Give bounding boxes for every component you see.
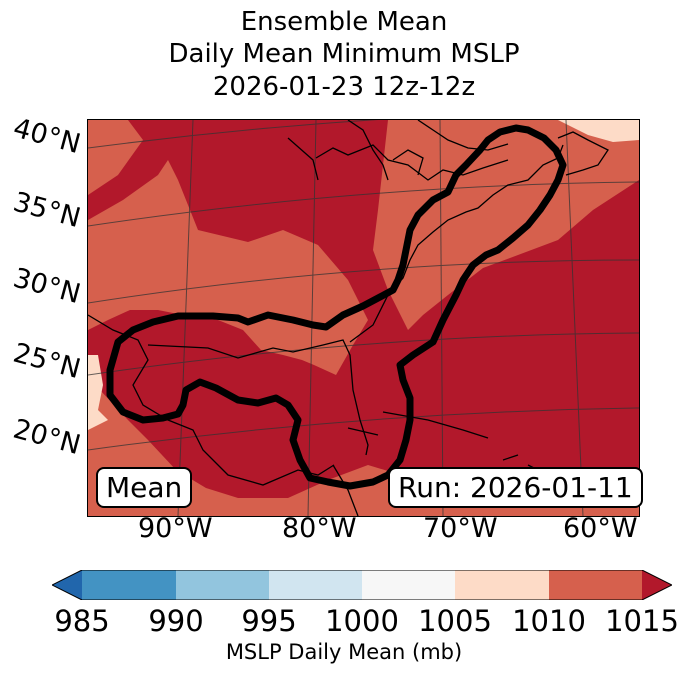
colorbar-bin-1010-1015 (549, 570, 642, 600)
colorbar-tick-1000: 1000 (325, 604, 399, 638)
lat-label-25: 25°N (9, 337, 84, 386)
colorbar (52, 570, 672, 600)
colorbar-bin-985-990 (82, 570, 176, 600)
lat-label-20: 20°N (9, 413, 84, 462)
run-date-box: Run: 2026-01-11 (388, 467, 643, 508)
lon-label-70w: 70°W (423, 513, 498, 544)
colorbar-bin-1005-1010 (455, 570, 549, 600)
lat-label-35: 35°N (9, 186, 84, 235)
mean-label-box: Mean (96, 467, 193, 508)
colorbar-tick-1005: 1005 (418, 604, 492, 638)
colorbar-label: MSLP Daily Mean (mb) (225, 640, 463, 664)
lat-label-30: 30°N (9, 262, 84, 311)
lon-label-60w: 60°W (563, 513, 638, 544)
pressure-field-low-west (88, 355, 108, 430)
lat-label-40: 40°N (9, 112, 84, 161)
chart-title-line-1: Ensemble Mean (240, 7, 448, 37)
colorbar-tick-1010: 1010 (512, 604, 586, 638)
lon-label-90w: 90°W (138, 513, 213, 544)
chart-title-line-2: Daily Mean Minimum MSLP (168, 39, 520, 69)
pressure-field-mid-southwest (88, 160, 639, 516)
contour-line-1010 (106, 124, 567, 490)
pressure-field-mid-topleft (88, 120, 143, 195)
colorbar-extend-low (52, 570, 82, 600)
colorbar-extend-high (642, 570, 672, 600)
map-panel (87, 109, 640, 517)
colorbar-tick-985: 985 (54, 604, 110, 638)
coastlines (87, 119, 609, 517)
lon-label-80w: 80°W (282, 513, 357, 544)
pressure-field-low-northeast (558, 120, 639, 142)
colorbar-tick-1015: 1015 (605, 604, 679, 638)
colorbar-tick-990: 990 (148, 604, 204, 638)
chart-title-line-3: 2026-01-23 12z-12z (212, 72, 476, 102)
colorbar-tick-995: 995 (241, 604, 297, 638)
colorbar-bin-1000-1005 (362, 570, 455, 600)
colorbar-bin-995-1000 (269, 570, 362, 600)
map-canvas (87, 109, 640, 517)
colorbar-bin-990-995 (176, 570, 269, 600)
